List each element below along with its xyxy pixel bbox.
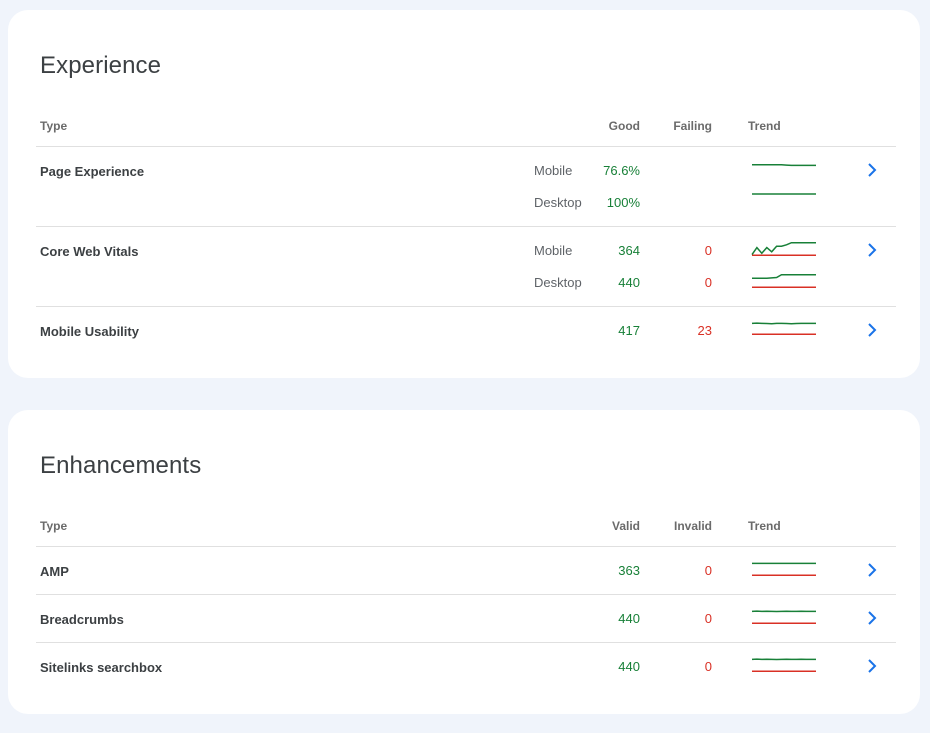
chevron-path	[868, 163, 877, 177]
trend-sparkline	[752, 273, 816, 289]
trend-sparkline	[751, 241, 816, 257]
trend-good-line	[752, 273, 816, 279]
good-value: 100%	[606, 195, 640, 210]
failing-value: 0	[704, 243, 712, 258]
header-type: Type	[40, 519, 68, 533]
header-good: Valid	[611, 519, 640, 533]
trend-sparkline	[752, 164, 816, 167]
trend-good-line	[751, 241, 816, 256]
enhancements-table: Type Valid Invalid Trend AMP 363 0 Breadcrumbs 4…	[36, 514, 896, 690]
row-metric: 440 0	[36, 609, 896, 629]
header-trend: Trend	[748, 119, 781, 133]
row-metric: 417 23	[36, 321, 896, 341]
row-name: AMP	[40, 564, 69, 579]
chevron-right-icon[interactable]	[862, 320, 882, 340]
trend-good-line	[751, 322, 816, 325]
header-failing: Invalid	[673, 519, 712, 533]
chevron-right-icon[interactable]	[862, 160, 882, 180]
table-row[interactable]: Page Experience Mobile 76.6% Desktop 100%	[36, 147, 896, 227]
good-value: 364	[618, 243, 640, 258]
row-metric: Desktop 100%	[36, 193, 896, 213]
good-value: 440	[618, 275, 640, 290]
experience-table: Type Good Failing Trend Page Experience Mobil…	[36, 114, 896, 354]
trend-sparkline	[752, 562, 816, 577]
table-row[interactable]: Sitelinks searchbox 440 0	[36, 643, 896, 690]
chevron-path	[868, 659, 877, 673]
trend-sparkline	[751, 610, 816, 625]
good-value: 440	[618, 659, 640, 674]
device-label: Mobile	[534, 163, 573, 178]
chevron-right-icon[interactable]	[862, 560, 882, 580]
row-name: Core Web Vitals	[40, 244, 139, 259]
row-metric: Mobile 364 0	[36, 241, 896, 261]
chevron-right-icon[interactable]	[862, 656, 882, 676]
chevron-path	[868, 611, 877, 625]
failing-value: 0	[704, 563, 712, 578]
row-name: Mobile Usability	[40, 324, 139, 339]
table-row[interactable]: Mobile Usability 417 23	[36, 307, 896, 354]
failing-value: 0	[704, 611, 712, 626]
chevron-right-icon[interactable]	[862, 608, 882, 628]
good-value: 440	[618, 611, 640, 626]
chevron-path	[868, 243, 877, 257]
table-row[interactable]: Breadcrumbs 440 0	[36, 595, 896, 643]
trend-good-line	[752, 164, 816, 167]
experience-title: Experience	[40, 52, 162, 79]
device-label: Mobile	[534, 243, 573, 258]
row-name: Page Experience	[40, 164, 145, 179]
header-trend: Trend	[748, 519, 781, 533]
chevron-path	[868, 323, 877, 337]
device-label: Desktop	[534, 275, 582, 290]
enhancements-title: Enhancements	[40, 452, 202, 479]
failing-value: 0	[704, 659, 712, 674]
failing-value: 0	[704, 275, 712, 290]
good-value: 363	[618, 563, 640, 578]
chevron-path	[868, 563, 877, 577]
row-metric: Desktop 440 0	[36, 273, 896, 293]
table-header: Type Good Failing Trend	[36, 114, 896, 147]
row-name: Sitelinks searchbox	[40, 660, 163, 675]
trend-sparkline	[751, 658, 816, 673]
header-type: Type	[40, 119, 68, 133]
header-good: Good	[608, 119, 640, 133]
trend-sparkline	[752, 193, 816, 195]
row-metric: 440 0	[36, 657, 896, 677]
table-row[interactable]: AMP 363 0	[36, 547, 896, 595]
header-failing: Failing	[673, 119, 712, 133]
row-metric: 363 0	[36, 561, 896, 581]
row-name: Breadcrumbs	[40, 612, 124, 627]
chevron-right-icon[interactable]	[862, 240, 882, 260]
table-header: Type Valid Invalid Trend	[36, 514, 896, 547]
row-metric: Mobile 76.6%	[36, 161, 896, 181]
good-value: 76.6%	[603, 163, 640, 178]
device-label: Desktop	[534, 195, 582, 210]
trend-sparkline	[751, 322, 816, 336]
good-value: 417	[618, 323, 640, 338]
table-row[interactable]: Core Web Vitals Mobile 364 0 Desktop 440 0	[36, 227, 896, 307]
failing-value: 23	[697, 323, 712, 338]
enhancements-card: Enhancements Type Valid Invalid Trend AMP 363…	[8, 410, 920, 714]
experience-card: Experience Type Good Failing Trend Page Expe…	[8, 10, 920, 378]
